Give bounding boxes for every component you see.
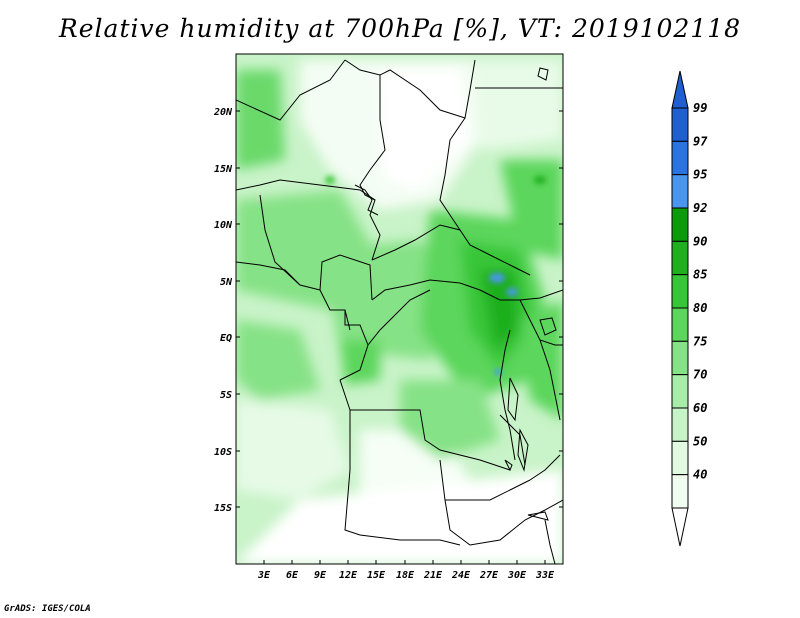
colorbar-swatch	[671, 274, 689, 309]
colorbar-level-label: 95	[693, 168, 707, 182]
lon-label: 30E	[507, 570, 527, 581]
lat-label: 15N	[214, 164, 233, 175]
lon-label: 21E	[423, 570, 443, 581]
colorbar-level-label: 40	[693, 468, 707, 482]
colorbar-level-label: 70	[693, 368, 707, 382]
colorbar-swatch	[671, 340, 689, 376]
colorbar-level-label: 99	[693, 101, 707, 115]
colorbar-level-label: 50	[693, 434, 707, 448]
colorbar-level-label: 92	[693, 201, 707, 215]
colorbar-swatch	[671, 374, 689, 409]
colorbar-level-label: 60	[693, 401, 707, 415]
colorbar-swatch	[671, 107, 689, 142]
colorbar-swatch	[671, 307, 689, 342]
colorbar-level-label: 85	[693, 268, 707, 282]
colorbar-swatch	[671, 174, 689, 209]
map-title: Relative humidity at 700hPa [%], VT: 201…	[58, 14, 742, 43]
humidity-field	[236, 54, 563, 564]
colorbar: 99 97 95 92 90 85 80 75 70 60 50 40	[671, 70, 708, 547]
lon-label: 12E	[339, 570, 358, 581]
colorbar-level-label: 75	[693, 334, 707, 348]
lon-label: 3E	[257, 570, 271, 581]
lon-label: 33E	[535, 570, 555, 581]
grads-credit: GrADS: IGES/COLA	[4, 604, 91, 614]
colorbar-swatch	[671, 207, 689, 242]
lake-outlines	[504, 67, 557, 521]
map-frame	[235, 53, 564, 565]
colorbar-swatch	[671, 407, 689, 442]
colorbar-swatch	[671, 240, 689, 276]
colorbar-bottom-arrow	[671, 507, 689, 547]
country-borders	[236, 59, 563, 564]
longitude-labels: 3E 6E 9E 12E 15E 18E 21E 24E 27E 30E 33E	[257, 570, 555, 581]
lat-label: 10S	[214, 447, 232, 458]
lon-label: 24E	[451, 570, 471, 581]
colorbar-top-arrow	[671, 70, 689, 109]
lat-label: 5N	[220, 277, 233, 288]
colorbar-swatch	[671, 440, 689, 476]
axis-ticks	[236, 110, 563, 564]
lon-label: 15E	[367, 570, 386, 581]
lat-label: 20N	[213, 107, 233, 118]
colorbar-swatch	[671, 474, 689, 509]
colorbar-level-label: 80	[693, 301, 707, 315]
lat-label: EQ	[220, 333, 232, 344]
lon-label: 27E	[479, 570, 499, 581]
latitude-labels: 20N 15N 10N 5N EQ 5S 10S 15S	[213, 107, 233, 514]
lon-label: 6E	[286, 570, 299, 581]
colorbar-level-label: 97	[693, 134, 708, 148]
colorbar-level-label: 90	[693, 234, 707, 248]
colorbar-swatch	[671, 140, 689, 176]
lat-label: 5S	[220, 390, 232, 401]
lon-label: 9E	[314, 570, 327, 581]
lat-label: 10N	[214, 220, 233, 231]
lon-label: 18E	[396, 570, 415, 581]
lat-label: 15S	[214, 503, 232, 514]
